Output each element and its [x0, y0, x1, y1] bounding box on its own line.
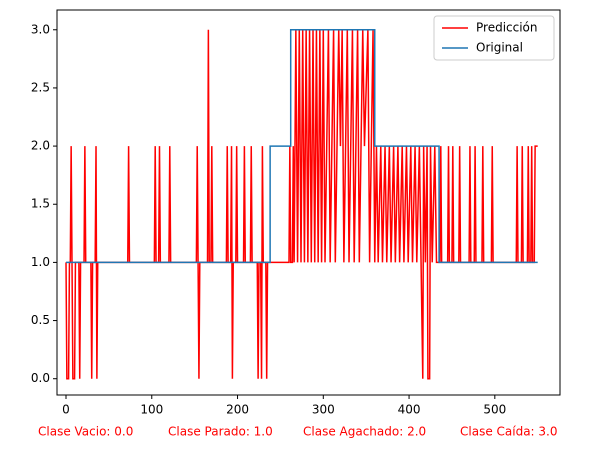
legend-label: Predicción	[476, 21, 538, 35]
x-tick-label: 500	[483, 403, 506, 417]
x-tick-label: 200	[226, 403, 249, 417]
x-tick-label: 300	[312, 403, 335, 417]
y-tick-label: 1.5	[31, 197, 50, 211]
x-tick-label: 400	[398, 403, 421, 417]
legend-label: Original	[476, 41, 523, 55]
y-tick-label: 0.5	[31, 313, 50, 327]
y-tick-label: 3.0	[31, 22, 50, 36]
y-tick-label: 1.0	[31, 255, 50, 269]
class-annotation: Clase Parado: 1.0	[168, 425, 273, 439]
y-tick-label: 2.5	[31, 80, 50, 94]
x-tick-label: 100	[140, 403, 163, 417]
series-line	[65, 29, 538, 380]
series-line	[66, 29, 538, 264]
x-tick-label: 0	[62, 403, 70, 417]
y-tick-label: 2.0	[31, 139, 50, 153]
y-tick-label: 0.0	[31, 371, 50, 385]
class-annotation: Clase Vacio: 0.0	[38, 425, 133, 439]
class-annotation: Clase Caída: 3.0	[460, 425, 558, 439]
legend-box	[433, 15, 555, 61]
class-annotation: Clase Agachado: 2.0	[303, 425, 426, 439]
plot-frame	[56, 9, 561, 396]
